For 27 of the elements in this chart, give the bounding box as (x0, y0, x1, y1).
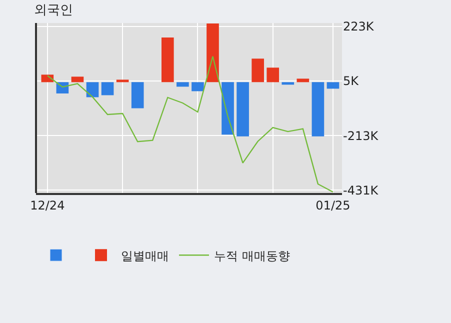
bar (162, 38, 174, 82)
legend-label: 누적 매매동향 (214, 248, 290, 263)
y-tick-label: 5K (343, 74, 360, 88)
line-series (46, 56, 334, 193)
bar (176, 82, 189, 87)
bar (86, 82, 99, 98)
bar (252, 58, 264, 82)
x-tick-label: 12/24 (30, 198, 65, 212)
bar (236, 82, 249, 136)
bar (282, 82, 294, 85)
bar (131, 82, 144, 108)
bar (101, 82, 114, 96)
chart-title: 외국인 (34, 2, 73, 18)
bar (266, 68, 280, 82)
bar (116, 80, 129, 82)
bar (192, 82, 204, 92)
y-tick-label: 223K (343, 19, 375, 34)
y-tick-label: -431K (343, 183, 380, 198)
bar (71, 76, 84, 82)
bar (326, 82, 340, 89)
bar (222, 82, 234, 135)
bar (296, 78, 310, 82)
y-tick-label: -213K (343, 128, 380, 143)
bar (312, 82, 324, 136)
bar (206, 24, 219, 82)
x-tick-label: 01/25 (316, 198, 350, 212)
legend-label: 일별매매 (121, 248, 169, 263)
